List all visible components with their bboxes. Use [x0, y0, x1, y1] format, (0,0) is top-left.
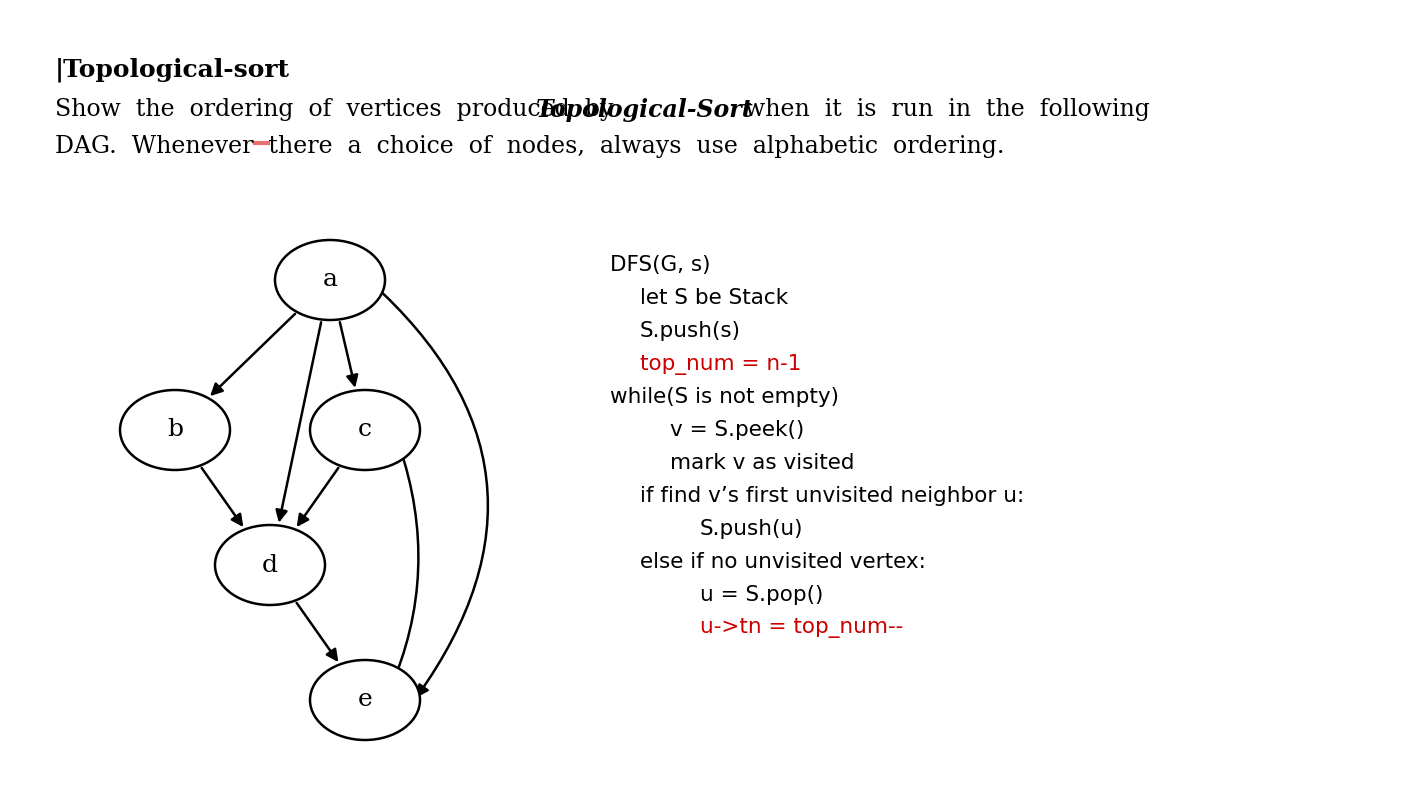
Ellipse shape [310, 660, 420, 740]
Text: v = S.peek(): v = S.peek() [671, 420, 805, 440]
Ellipse shape [215, 525, 325, 605]
Text: DFS(G, s): DFS(G, s) [609, 255, 711, 275]
Ellipse shape [275, 240, 384, 320]
Text: while(S is not empty): while(S is not empty) [609, 387, 839, 407]
Text: mark v as visited: mark v as visited [671, 453, 854, 473]
Text: when  it  is  run  in  the  following: when it is run in the following [731, 98, 1149, 121]
Text: |Topological-sort: |Topological-sort [56, 58, 290, 82]
Ellipse shape [120, 390, 231, 470]
Ellipse shape [310, 390, 420, 470]
Text: Topological-Sort: Topological-Sort [535, 98, 753, 122]
Text: if find v’s first unvisited neighbor u:: if find v’s first unvisited neighbor u: [639, 486, 1024, 506]
Text: top_num = n-1: top_num = n-1 [639, 354, 802, 375]
Text: u->tn = top_num--: u->tn = top_num-- [701, 618, 903, 638]
Text: e: e [357, 689, 372, 712]
Text: else if no unvisited vertex:: else if no unvisited vertex: [639, 552, 926, 572]
Text: Show  the  ordering  of  vertices  produced  by: Show the ordering of vertices produced b… [56, 98, 621, 121]
Text: let S be Stack: let S be Stack [639, 288, 787, 308]
Text: d: d [262, 554, 278, 577]
Text: S.push(u): S.push(u) [701, 519, 803, 539]
Text: DAG.  Whenever  there  a  choice  of  nodes,  always  use  alphabetic  ordering.: DAG. Whenever there a choice of nodes, a… [56, 135, 1004, 158]
Text: b: b [167, 419, 184, 442]
Text: a: a [322, 269, 337, 292]
Text: u = S.pop(): u = S.pop() [701, 585, 823, 605]
Text: c: c [357, 419, 372, 442]
Text: S.push(s): S.push(s) [639, 321, 740, 341]
